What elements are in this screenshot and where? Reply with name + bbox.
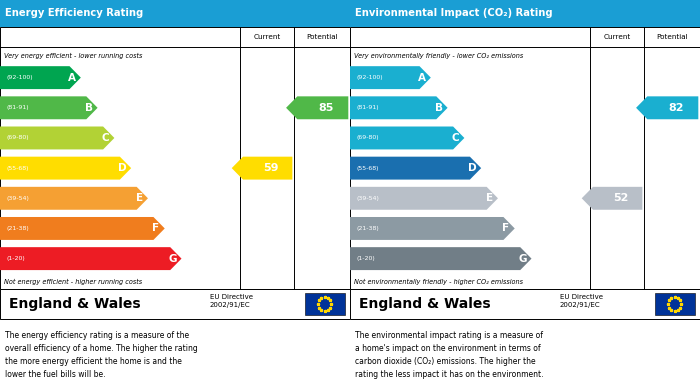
Text: The environmental impact rating is a measure of
a home's impact on the environme: The environmental impact rating is a mea… [355,331,544,378]
Text: Very energy efficient - lower running costs: Very energy efficient - lower running co… [4,52,143,59]
Bar [0,27,350,289]
Text: 52: 52 [613,193,629,203]
Text: Energy Efficiency Rating: Energy Efficiency Rating [6,8,143,18]
Text: (1-20): (1-20) [356,256,375,261]
Text: (81-91): (81-91) [6,105,29,110]
Bar [0,289,350,319]
Text: (21-38): (21-38) [6,226,29,231]
Text: (1-20): (1-20) [6,256,25,261]
Polygon shape [286,96,349,119]
Polygon shape [582,187,643,210]
Bar [350,289,700,319]
Text: Potential: Potential [656,34,688,40]
Text: 82: 82 [668,103,684,113]
Text: (81-91): (81-91) [356,105,379,110]
Text: 85: 85 [318,103,334,113]
Text: B: B [435,103,443,113]
Bar [654,293,694,315]
Text: (39-54): (39-54) [6,196,29,201]
Text: England & Wales: England & Wales [358,297,491,311]
Text: E: E [486,193,493,203]
Text: E: E [136,193,143,203]
Polygon shape [350,96,447,119]
Polygon shape [636,96,699,119]
Text: The energy efficiency rating is a measure of the
overall efficiency of a home. T: The energy efficiency rating is a measur… [6,331,198,378]
Text: C: C [452,133,459,143]
Text: 59: 59 [263,163,279,173]
Text: D: D [118,163,127,173]
Polygon shape [0,66,80,89]
Text: (92-100): (92-100) [356,75,383,80]
Polygon shape [350,127,464,149]
Text: (69-80): (69-80) [6,135,29,140]
Polygon shape [350,66,430,89]
Polygon shape [350,187,498,210]
Text: Not energy efficient - higher running costs: Not energy efficient - higher running co… [4,279,142,285]
Polygon shape [0,157,131,179]
Polygon shape [350,217,514,240]
Polygon shape [0,187,148,210]
Polygon shape [0,96,97,119]
Text: EU Directive
2002/91/EC: EU Directive 2002/91/EC [560,294,603,308]
Bar [0,0,350,27]
Bar [304,293,344,315]
Text: C: C [102,133,109,143]
Bar [350,27,700,289]
Text: B: B [85,103,93,113]
Polygon shape [232,157,293,179]
Polygon shape [350,247,531,270]
Polygon shape [0,127,114,149]
Polygon shape [0,217,164,240]
Text: F: F [503,223,510,233]
Polygon shape [350,157,481,179]
Bar [350,0,700,27]
Text: EU Directive
2002/91/EC: EU Directive 2002/91/EC [210,294,253,308]
Text: (69-80): (69-80) [356,135,379,140]
Text: England & Wales: England & Wales [8,297,141,311]
Text: Not environmentally friendly - higher CO₂ emissions: Not environmentally friendly - higher CO… [354,279,523,285]
Text: Environmental Impact (CO₂) Rating: Environmental Impact (CO₂) Rating [355,8,553,18]
Text: Very environmentally friendly - lower CO₂ emissions: Very environmentally friendly - lower CO… [354,52,524,59]
Text: F: F [153,223,160,233]
Text: (55-68): (55-68) [356,166,379,170]
Text: G: G [519,254,527,264]
Text: Potential: Potential [306,34,338,40]
Text: (21-38): (21-38) [356,226,379,231]
Text: G: G [169,254,177,264]
Polygon shape [0,247,181,270]
Text: Current: Current [603,34,631,40]
Text: A: A [68,73,76,83]
Text: (55-68): (55-68) [6,166,29,170]
Text: (39-54): (39-54) [356,196,379,201]
Text: A: A [418,73,426,83]
Text: (92-100): (92-100) [6,75,33,80]
Text: Current: Current [253,34,281,40]
Text: D: D [468,163,477,173]
